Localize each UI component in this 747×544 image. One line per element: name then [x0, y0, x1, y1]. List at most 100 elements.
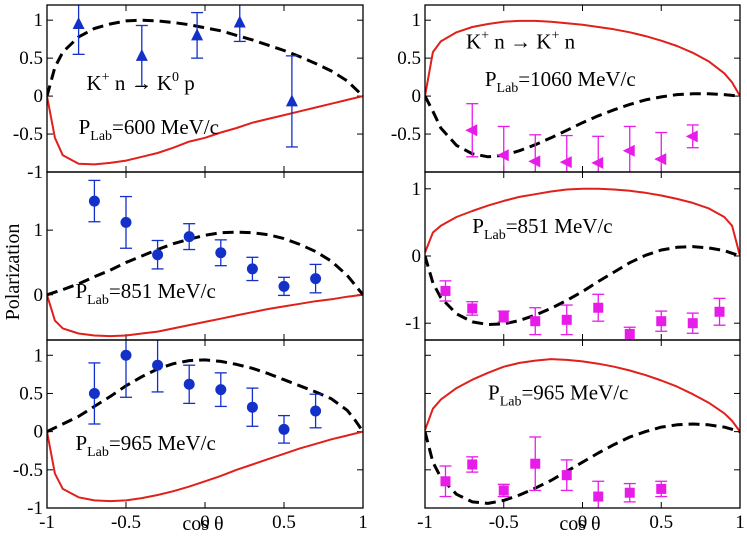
marker-triangle	[285, 94, 298, 107]
data-point	[560, 304, 573, 336]
marker-triangle	[191, 28, 204, 41]
data-point	[214, 372, 227, 408]
curve-solid	[425, 19, 740, 97]
curve-solid	[47, 430, 363, 503]
curve-dashed	[425, 245, 740, 326]
marker-square	[624, 328, 635, 339]
data-point	[592, 293, 605, 322]
data-point	[233, 5, 246, 43]
momentum-label: PLab=965 MeV/c	[75, 431, 215, 460]
marker-square	[561, 470, 572, 481]
momentum-label: PLab=1060 MeV/c	[485, 67, 636, 96]
marker-triangle-left	[528, 155, 541, 168]
data-point	[246, 387, 259, 427]
data-point	[713, 297, 726, 326]
marker-square	[593, 491, 604, 502]
data-point	[623, 482, 636, 503]
marker-circle	[310, 405, 322, 417]
data-point	[88, 362, 101, 425]
marker-square	[440, 476, 451, 487]
data-point	[466, 301, 479, 316]
data-point	[529, 307, 542, 336]
marker-square	[467, 303, 478, 314]
marker-square	[498, 311, 509, 322]
y-tick-label: 1	[34, 345, 44, 366]
panel-left-bot: -1 -0.5 0 0.5 1 -1 -0.5 0 0.5 1 PLab=965 MeV/c	[13, 339, 368, 533]
marker-circle	[152, 359, 164, 371]
x-axis-title-left: cos θ	[182, 513, 223, 535]
data-point	[623, 326, 636, 340]
marker-circle	[120, 349, 132, 361]
curve-solid	[425, 358, 740, 433]
y-tick-label: -0.5	[391, 124, 421, 145]
momentum-label: PLab=851 MeV/c	[472, 214, 612, 243]
momentum-label: PLab=851 MeV/c	[75, 279, 215, 308]
marker-circle	[215, 384, 227, 396]
marker-triangle-left	[654, 153, 667, 166]
y-tick-label: 0	[412, 246, 422, 267]
momentum-label: PLab=600 MeV/c	[79, 115, 219, 144]
reaction-label: K+ n → K0 p	[87, 70, 195, 95]
data-point	[466, 456, 479, 473]
y-tick-label: 1	[412, 10, 422, 31]
x-tick-label: 0.5	[272, 512, 296, 533]
marker-triangle-left	[496, 149, 509, 162]
marker-triangle-left	[465, 124, 478, 137]
marker-square	[593, 302, 604, 313]
data-point	[183, 364, 196, 405]
data-point	[655, 480, 668, 498]
y-tick-label: 0	[34, 285, 44, 306]
data-point	[120, 340, 132, 398]
marker-circle	[88, 195, 100, 207]
reaction-label: K+ n → K+ n	[466, 28, 576, 53]
data-point	[135, 24, 148, 87]
y-tick-label: 0.5	[397, 48, 421, 69]
y-tick-label: 0.5	[19, 48, 43, 69]
y-tick-label: -1	[27, 162, 43, 183]
marker-square	[687, 318, 698, 329]
y-tick-label: 0	[34, 422, 44, 443]
x-tick-label: -0.5	[111, 512, 141, 533]
data-point	[72, 5, 85, 55]
marker-square	[530, 458, 541, 469]
marker-square	[656, 316, 667, 327]
marker-square	[714, 306, 725, 317]
x-tick-label: 0.5	[649, 512, 673, 533]
data-point	[191, 11, 204, 59]
momentum-label: PLab=965 MeV/c	[488, 381, 628, 410]
y-tick-label: -1	[405, 313, 421, 334]
x-axis-title-right: cos θ	[559, 513, 600, 535]
marker-circle	[120, 216, 132, 228]
data-point	[439, 280, 452, 302]
data-point	[496, 125, 510, 172]
data-point	[278, 276, 290, 297]
marker-triangle	[72, 16, 85, 29]
marker-circle	[183, 378, 195, 390]
marker-square	[624, 487, 635, 498]
y-tick-label: 0.5	[19, 383, 43, 404]
panel-right-mid: -1 0 1 PLab=851 MeV/c	[405, 171, 741, 341]
y-tick-label: -0.5	[13, 124, 43, 145]
marker-circle	[183, 231, 195, 243]
data-point	[622, 125, 636, 172]
panel-frame	[424, 339, 741, 509]
x-tick-label: 0	[578, 512, 588, 533]
data-point	[309, 393, 322, 429]
x-tick-label: -1	[417, 512, 433, 533]
y-tick-label: -0.5	[13, 460, 43, 481]
data-point	[120, 195, 132, 249]
y-axis-title: Polarization	[2, 224, 24, 321]
curve-solid	[425, 187, 740, 257]
x-tick-label: -1	[39, 512, 55, 533]
x-tick-label: 1	[358, 512, 368, 533]
marker-square	[561, 314, 572, 325]
y-tick-label: -1	[27, 498, 43, 519]
marker-triangle-left	[559, 156, 572, 169]
data-point	[278, 414, 290, 444]
data-point	[655, 310, 668, 332]
data-point	[88, 179, 101, 223]
data-point	[214, 239, 227, 267]
data-point	[497, 310, 510, 323]
data-point	[529, 436, 542, 492]
data-point	[246, 256, 259, 282]
